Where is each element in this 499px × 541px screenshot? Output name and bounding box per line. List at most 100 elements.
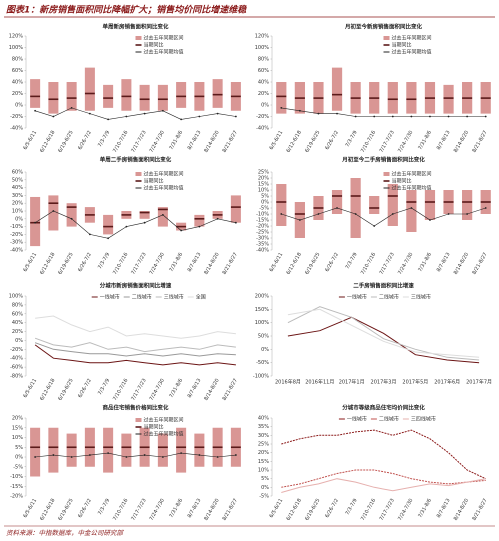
range-bar xyxy=(406,190,417,232)
x-tick-label: 7/31-8/6 xyxy=(417,252,433,273)
mean-dot xyxy=(107,452,110,454)
y-tick-label: 20% xyxy=(12,201,23,207)
x-tick-label: 8/14-8/20 xyxy=(453,498,470,522)
x-tick-label: 8/7-8/13 xyxy=(187,378,203,399)
mean-dot xyxy=(298,109,301,112)
x-tick-label: 6/26-7/2 xyxy=(324,252,340,273)
legend-label: 当期同比 xyxy=(392,178,412,185)
mean-dot xyxy=(198,454,201,456)
mean-dot xyxy=(484,207,487,209)
legend-swatch xyxy=(135,36,142,40)
x-tick-label: 2017年7月 xyxy=(466,379,492,386)
mean-dot xyxy=(447,115,450,118)
range-bar xyxy=(30,196,41,247)
x-tick-label: 6/26-7/2 xyxy=(324,498,340,519)
mean-dot xyxy=(336,207,338,209)
y-tick-label: -35% xyxy=(256,242,269,248)
y-tick-label: 40% xyxy=(12,320,23,326)
x-tick-label: 2016年11月 xyxy=(305,379,334,386)
x-tick-label: 7/24-7/30 xyxy=(149,252,166,276)
y-tick-label: -80% xyxy=(10,374,23,380)
mean-dot xyxy=(198,115,201,118)
range-bar xyxy=(387,82,398,114)
mean-dot xyxy=(354,115,357,118)
mean-dot xyxy=(234,454,237,456)
y-tick-label: 15% xyxy=(12,425,23,431)
series-line xyxy=(287,306,480,361)
range-bar xyxy=(66,203,77,227)
x-tick-label: 7/3-7/9 xyxy=(97,252,111,271)
x-tick-label: 7/31-8/6 xyxy=(417,130,433,151)
mean-dot xyxy=(447,213,450,215)
y-tick-label: -25% xyxy=(256,230,269,236)
y-tick-label: -5% xyxy=(259,494,269,500)
y-tick-label: 100% xyxy=(9,45,24,51)
x-tick-label: 6/19-6/25 xyxy=(57,498,74,522)
x-tick-label: 6/5-6/11 xyxy=(269,498,285,519)
y-tick-label: 100% xyxy=(255,45,270,51)
y-tick-label: 80% xyxy=(12,302,23,308)
y-tick-label: 5% xyxy=(261,476,269,482)
legend-label: 过去五年同期区间 xyxy=(392,35,432,42)
x-tick-label: 7/24-7/30 xyxy=(149,498,166,522)
mean-dot xyxy=(70,106,73,109)
y-tick-label: -10% xyxy=(256,212,269,218)
x-tick-label: 7/10-7/16 xyxy=(360,252,377,276)
mean-dot xyxy=(410,207,413,209)
mean-dot xyxy=(391,213,394,215)
legend-label: 二线城市 xyxy=(379,416,399,423)
x-tick-label: 7/24-7/30 xyxy=(397,252,414,276)
y-tick-label: 35% xyxy=(258,424,269,430)
legend-label: 过去五年同期区间 xyxy=(144,171,184,178)
x-tick-label: 7/3-7/9 xyxy=(97,498,111,517)
x-tick-label: 7/10-7/16 xyxy=(112,252,129,276)
x-tick-label: 7/24-7/30 xyxy=(149,378,166,402)
mean-dot xyxy=(143,112,146,115)
y-tick-label: 120% xyxy=(255,34,270,40)
mean-dot xyxy=(216,456,219,458)
y-tick-label: 10% xyxy=(12,435,23,441)
y-tick-label: -20% xyxy=(10,114,23,120)
x-tick-label: 8/7-8/13 xyxy=(436,498,452,519)
y-tick-label: 100% xyxy=(9,294,24,300)
x-tick-label: 8/21-8/27 xyxy=(222,252,239,276)
range-bar xyxy=(103,214,114,235)
y-tick-label: 50% xyxy=(12,177,23,183)
mean-dot xyxy=(125,456,128,458)
mean-dot xyxy=(125,225,128,228)
mean-dot xyxy=(107,118,110,121)
series-line xyxy=(287,308,480,358)
x-tick-label: 7/31-8/6 xyxy=(168,378,184,399)
y-tick-label: 0% xyxy=(15,338,23,344)
y-tick-label: 15% xyxy=(258,182,269,188)
y-tick-label: 0% xyxy=(261,200,269,206)
y-tick-label: 30% xyxy=(258,433,269,439)
range-bar xyxy=(176,427,187,473)
y-tick-label: 40% xyxy=(258,416,269,422)
legend-label: 过去五年同期区间 xyxy=(392,171,432,178)
x-tick-label: 8/7-8/13 xyxy=(187,252,203,273)
y-tick-label: 20% xyxy=(258,450,269,456)
legend-label: 过去五年同期区间 xyxy=(144,417,184,424)
mean-dot xyxy=(88,454,91,456)
mean-dot xyxy=(216,112,219,115)
x-tick-label: 6/19-6/25 xyxy=(57,252,74,276)
y-tick-label: 0% xyxy=(15,455,23,461)
range-bar xyxy=(48,427,59,473)
range-bar xyxy=(103,84,114,108)
x-tick-label: 8/21-8/27 xyxy=(222,130,239,154)
legend-label: 过去五年同期均值 xyxy=(144,49,184,56)
series-line xyxy=(34,344,236,366)
x-tick-label: 7/3-7/9 xyxy=(345,498,359,517)
legend-label: 一线城市 xyxy=(100,294,120,301)
mean-dot xyxy=(143,454,146,456)
x-tick-label: 8/14-8/20 xyxy=(453,130,470,154)
mean-dot xyxy=(429,219,431,221)
range-bar xyxy=(276,82,287,114)
y-tick-label: 80% xyxy=(258,57,269,63)
x-tick-label: 7/10-7/16 xyxy=(112,378,129,402)
range-bar xyxy=(84,67,95,111)
series-line xyxy=(35,315,236,339)
range-bar xyxy=(103,427,114,473)
range-bar xyxy=(406,82,417,114)
